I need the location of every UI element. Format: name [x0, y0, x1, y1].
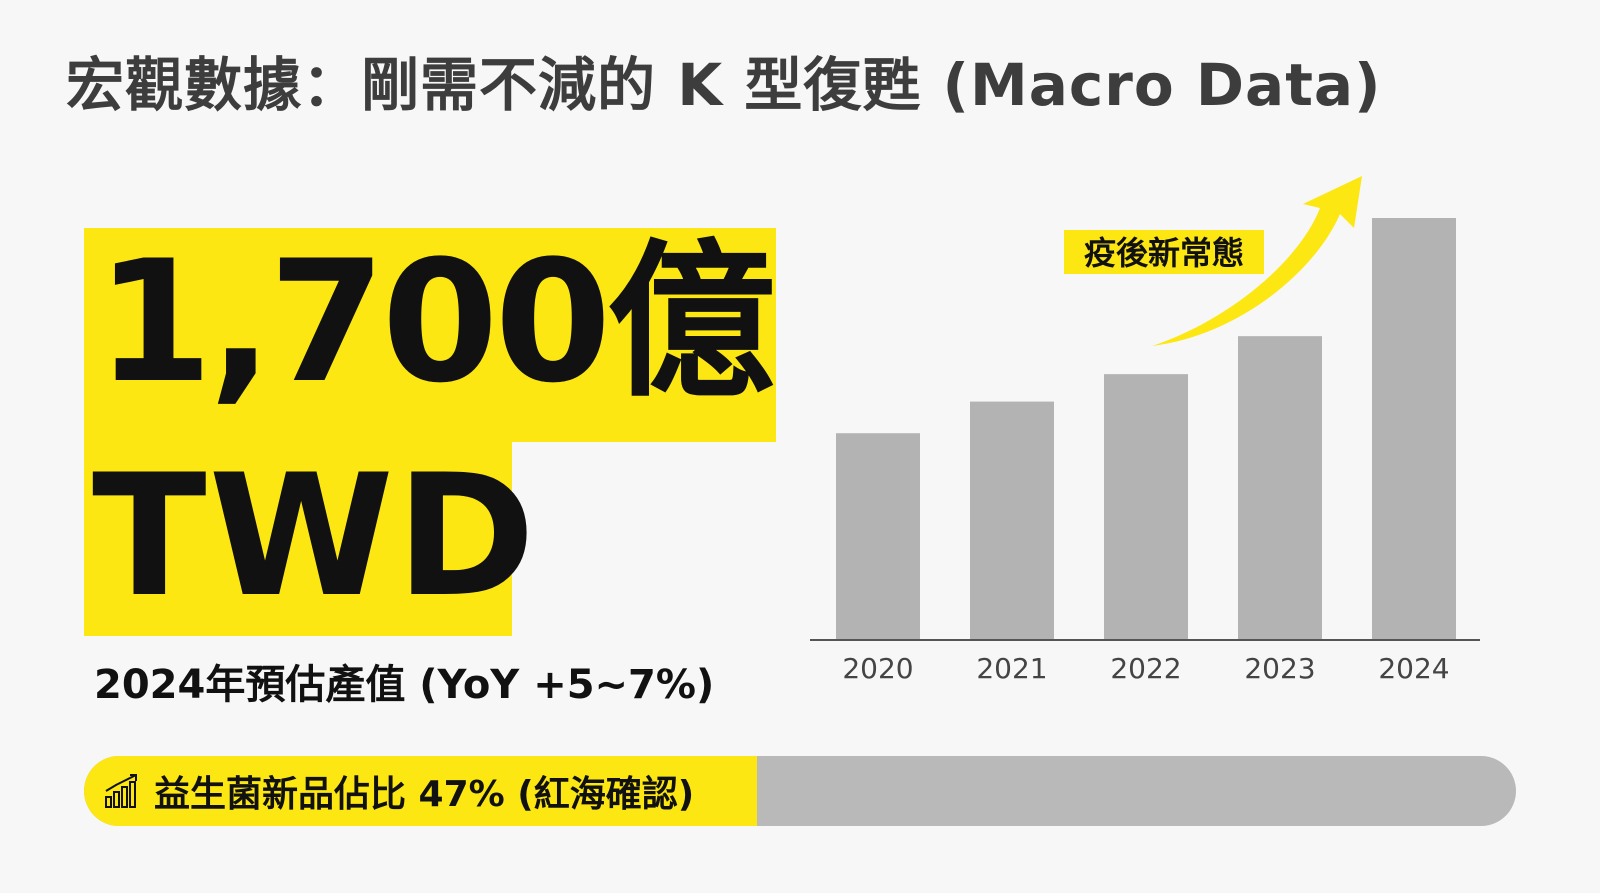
bar-chart: 2020 2021 2022 2023 2024 疫後新常態: [810, 176, 1480, 685]
growth-arrow-icon: [1152, 176, 1362, 346]
page-title: 宏觀數據：剛需不減的 K 型復甦 (Macro Data): [66, 51, 1382, 119]
annotation-background: [1064, 230, 1264, 274]
market-value-unit: TWD: [92, 438, 538, 634]
highlight-background-top: [84, 228, 776, 442]
bar-2021: [970, 401, 1054, 640]
x-tick-label-2023: 2023: [1244, 652, 1315, 685]
bars-layer: [836, 218, 1456, 640]
x-tick-label-2021: 2021: [976, 652, 1047, 685]
bar-2022: [1104, 374, 1188, 640]
x-tick-label-2024: 2024: [1378, 652, 1449, 685]
progress-content: 益生菌新品佔比 47% (紅海確認): [102, 756, 694, 826]
progress-label: 益生菌新品佔比 47% (紅海確認): [154, 774, 695, 815]
highlight-background-bottom: [84, 440, 512, 636]
progress-bar: 益生菌新品佔比 47% (紅海確認): [84, 756, 1516, 826]
bar-2023: [1238, 336, 1322, 640]
chart-growth-icon: [105, 774, 137, 808]
bar-2024: [1372, 218, 1456, 640]
market-value-caption: 2024年預估產值 (YoY +5~7%): [94, 662, 715, 708]
chart-annotation: 疫後新常態: [1084, 234, 1244, 272]
x-tick-label-2022: 2022: [1110, 652, 1181, 685]
x-tick-label-2020: 2020: [842, 652, 913, 685]
bar-2020: [836, 433, 920, 640]
market-value: 1,700億: [96, 224, 775, 420]
progress-fill: [84, 756, 758, 826]
x-axis-labels: 2020 2021 2022 2023 2024: [842, 652, 1449, 685]
